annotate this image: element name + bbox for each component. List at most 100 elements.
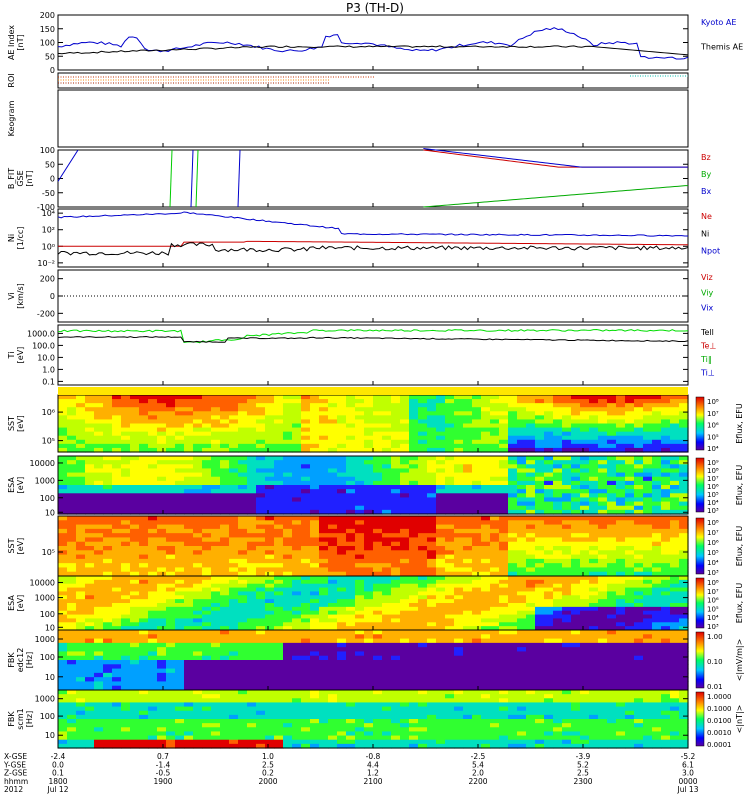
- spectro-cell: [589, 546, 599, 551]
- spectro-cell: [265, 554, 275, 560]
- spectro-cell: [247, 509, 257, 515]
- spectro-cell: [121, 579, 131, 585]
- spectro-cell: [661, 456, 671, 461]
- spectro-cell: [526, 395, 536, 400]
- spectro-cell: [400, 443, 410, 449]
- spectro-cell: [499, 476, 509, 482]
- spectro-cell: [571, 505, 581, 511]
- spectro-cell: [139, 550, 149, 556]
- spectro-cell: [274, 447, 284, 453]
- spectro-cell: [58, 435, 68, 441]
- spectro-cell: [139, 460, 149, 465]
- spectro-cell: [490, 550, 500, 556]
- spectro-cell: [283, 660, 293, 665]
- spectro-cell: [670, 480, 680, 486]
- spectro-cell: [166, 533, 176, 539]
- colorbar-label: Eflux, EFU: [735, 403, 744, 444]
- spectro-cell: [157, 672, 167, 678]
- spectro-cell: [193, 614, 203, 620]
- spectro-cell: [472, 509, 482, 515]
- spectro-cell: [202, 685, 212, 691]
- spectro-cell: [526, 403, 536, 408]
- spectro-cell: [580, 480, 590, 486]
- spectro-cell: [571, 591, 581, 596]
- spectro-cell: [301, 681, 311, 687]
- spectro-cell: [139, 579, 149, 585]
- spectro-cell: [193, 630, 203, 635]
- spectro-cell: [445, 595, 455, 600]
- spectro-cell: [229, 501, 239, 507]
- spectro-cell: [274, 533, 284, 539]
- spectro-cell: [598, 439, 608, 445]
- spectro-cell: [418, 634, 428, 640]
- figure-title: P3 (TH-D): [346, 1, 404, 15]
- spectro-cell: [598, 606, 608, 612]
- spectro-cell: [409, 489, 419, 494]
- spectro-cell: [292, 603, 302, 608]
- spectro-cell: [265, 395, 275, 400]
- spectro-cell: [598, 576, 608, 581]
- spectro-cell: [58, 576, 68, 581]
- spectro-cell: [508, 528, 518, 534]
- spectro-cell: [553, 672, 563, 678]
- spectro-cell: [328, 501, 338, 507]
- spectro-cell: [85, 567, 95, 573]
- spectro-cell: [607, 427, 617, 433]
- spectro-cell: [364, 606, 374, 612]
- spectro-cell: [400, 554, 410, 560]
- spectro-cell: [445, 439, 455, 445]
- spectro-cell: [292, 524, 302, 530]
- spectro-cell: [148, 480, 158, 486]
- spectro-cell: [652, 541, 662, 547]
- spectro-cell: [220, 395, 230, 400]
- spectro-cell: [175, 579, 185, 585]
- spectro-cell: [409, 626, 419, 631]
- spectro-cell: [391, 423, 401, 429]
- spectro-cell: [166, 599, 176, 604]
- spectro-cell: [85, 415, 95, 421]
- spectro-cell: [67, 443, 77, 449]
- spectro-cell: [67, 485, 77, 490]
- spectro-cell: [373, 681, 383, 687]
- spectro-cell: [85, 403, 95, 408]
- spectro-cell: [130, 567, 140, 573]
- spectro-cell: [184, 655, 194, 661]
- spectro-cell: [337, 685, 347, 691]
- spectro-cell: [175, 423, 185, 429]
- spectro-cell: [436, 563, 446, 569]
- spectro-cell: [463, 681, 473, 687]
- spectro-cell: [607, 546, 617, 551]
- spectro-cell: [445, 489, 455, 494]
- spectro-cell: [58, 489, 68, 494]
- spectro-cell: [292, 427, 302, 433]
- spectro-cell: [292, 642, 302, 648]
- spectro-cell: [94, 583, 104, 589]
- spectro-cell: [256, 541, 266, 547]
- spectro-cell: [94, 567, 104, 573]
- spectro-cell: [562, 579, 572, 585]
- spectro-cell: [580, 501, 590, 507]
- spectro-cell: [184, 501, 194, 507]
- spectro-cell: [157, 651, 167, 657]
- spectro-cell: [490, 583, 500, 589]
- spectro-cell: [553, 411, 563, 416]
- spectro-cell: [229, 603, 239, 608]
- spectro-cell: [463, 447, 473, 453]
- spectro-cell: [508, 533, 518, 539]
- spectro-cell: [85, 497, 95, 503]
- spectro-cell: [382, 587, 392, 593]
- spectro-cell: [157, 541, 167, 547]
- spectro-cell: [346, 583, 356, 589]
- spectro-cell: [94, 516, 104, 521]
- spectro-cell: [184, 634, 194, 640]
- spectro-cell: [67, 528, 77, 534]
- spectro-cell: [193, 610, 203, 616]
- spectro-cell: [454, 610, 464, 616]
- spectro-cell: [580, 537, 590, 543]
- spectro-cell: [526, 427, 536, 433]
- spectro-cell: [76, 472, 86, 478]
- spectro-cell: [94, 485, 104, 490]
- spectro-cell: [535, 528, 545, 534]
- spectro-cell: [76, 583, 86, 589]
- spectro-cell: [247, 472, 257, 478]
